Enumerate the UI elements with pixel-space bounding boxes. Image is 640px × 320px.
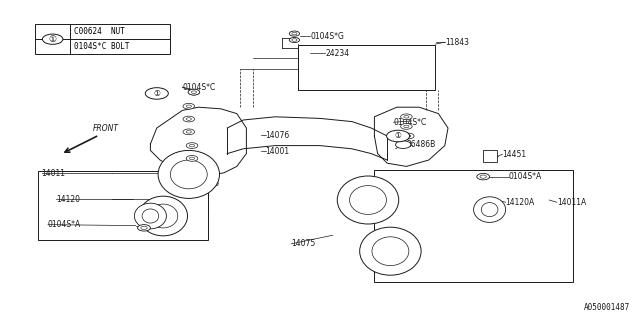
- Circle shape: [480, 175, 486, 178]
- Circle shape: [403, 133, 414, 139]
- Ellipse shape: [372, 237, 409, 266]
- Circle shape: [141, 226, 147, 229]
- Ellipse shape: [337, 176, 399, 224]
- Circle shape: [189, 157, 195, 160]
- Circle shape: [401, 114, 412, 120]
- Circle shape: [186, 131, 191, 133]
- Circle shape: [188, 89, 200, 95]
- Circle shape: [396, 141, 411, 148]
- Ellipse shape: [148, 204, 178, 228]
- Ellipse shape: [139, 196, 188, 236]
- Text: 0104S*A: 0104S*A: [48, 220, 81, 229]
- Text: 14076: 14076: [266, 131, 290, 140]
- Ellipse shape: [170, 160, 207, 189]
- Circle shape: [191, 91, 196, 93]
- Text: 24234: 24234: [325, 49, 349, 58]
- Circle shape: [186, 156, 198, 161]
- Circle shape: [188, 89, 200, 95]
- Text: 0104S*C: 0104S*C: [182, 83, 216, 92]
- Text: 11843: 11843: [445, 38, 468, 47]
- Ellipse shape: [142, 209, 159, 223]
- Text: 14011: 14011: [42, 169, 65, 178]
- Circle shape: [186, 118, 191, 120]
- Text: 26486B: 26486B: [406, 140, 436, 149]
- Ellipse shape: [134, 203, 166, 229]
- Ellipse shape: [474, 197, 506, 222]
- Ellipse shape: [481, 203, 498, 217]
- Text: FRONT: FRONT: [93, 124, 119, 133]
- Circle shape: [183, 116, 195, 122]
- Ellipse shape: [158, 150, 220, 198]
- Text: 14075: 14075: [195, 179, 220, 188]
- Circle shape: [289, 31, 300, 36]
- Circle shape: [387, 130, 410, 142]
- Text: ①: ①: [49, 35, 57, 44]
- Circle shape: [183, 103, 195, 109]
- Circle shape: [292, 39, 297, 41]
- Circle shape: [138, 225, 150, 231]
- Circle shape: [186, 105, 191, 108]
- Ellipse shape: [349, 186, 387, 214]
- Text: C00624  NUT: C00624 NUT: [74, 27, 125, 36]
- Text: 14120: 14120: [56, 195, 81, 204]
- Circle shape: [292, 32, 297, 35]
- Text: 14451: 14451: [502, 150, 527, 159]
- Circle shape: [186, 143, 198, 148]
- Circle shape: [477, 173, 490, 180]
- Circle shape: [401, 124, 412, 129]
- Text: 14011A: 14011A: [557, 198, 586, 207]
- Text: 0104S*C BOLT: 0104S*C BOLT: [74, 42, 130, 51]
- Bar: [374, 170, 573, 282]
- Text: 14001: 14001: [266, 147, 290, 156]
- Text: 0104S*A: 0104S*A: [509, 172, 542, 181]
- Circle shape: [404, 116, 409, 118]
- Text: 0104S*G: 0104S*G: [310, 32, 344, 41]
- Circle shape: [404, 125, 409, 128]
- Text: 14120A: 14120A: [506, 198, 535, 207]
- Text: 14075: 14075: [291, 239, 316, 248]
- Circle shape: [183, 129, 195, 135]
- Text: ①: ①: [154, 89, 160, 98]
- Bar: [483, 150, 497, 162]
- Circle shape: [289, 37, 300, 43]
- Text: A050001487: A050001487: [584, 303, 630, 312]
- Bar: [298, 45, 435, 90]
- Bar: [35, 24, 170, 54]
- Circle shape: [189, 144, 195, 147]
- Text: ①: ①: [395, 132, 401, 140]
- Text: 0104S*C: 0104S*C: [394, 118, 427, 127]
- Circle shape: [145, 88, 168, 99]
- Circle shape: [406, 135, 411, 137]
- Circle shape: [42, 34, 63, 44]
- Bar: [38, 171, 208, 240]
- Ellipse shape: [360, 227, 421, 275]
